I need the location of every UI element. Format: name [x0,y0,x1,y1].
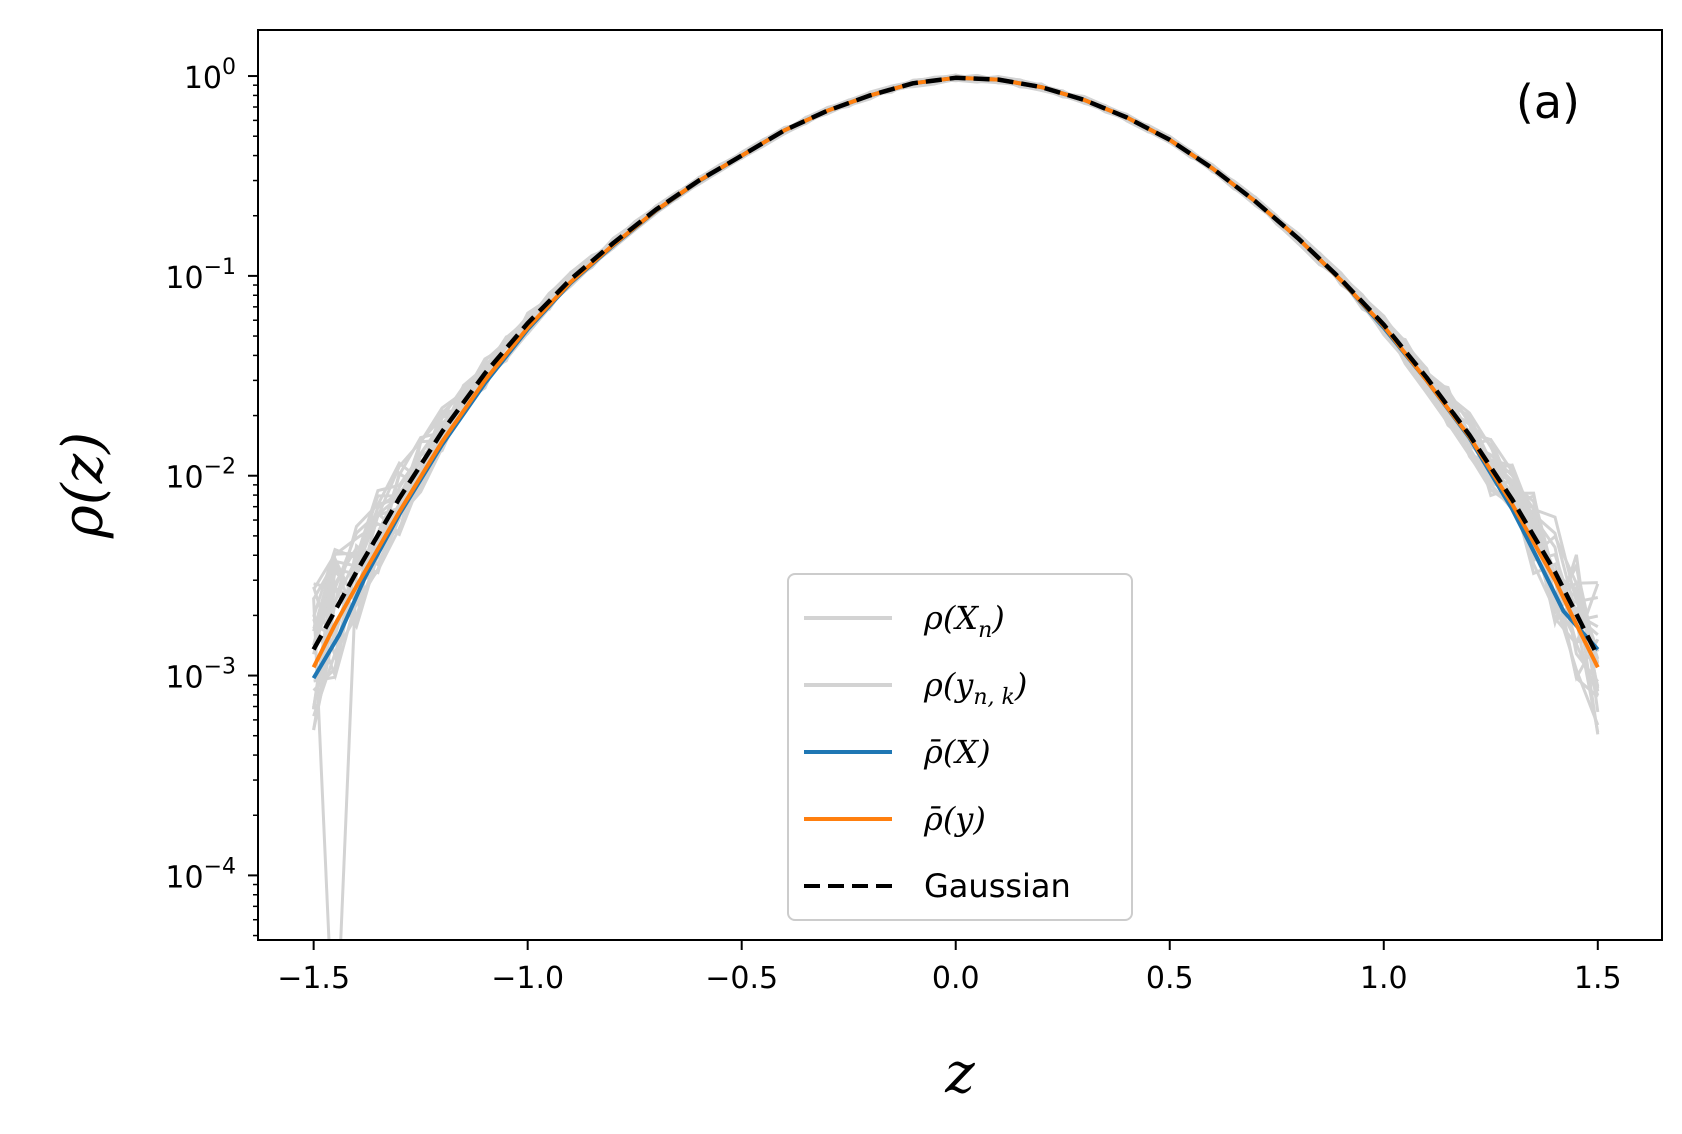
legend-label: ρ̄(X) [923,733,991,771]
legend-label: Gaussian [924,867,1071,905]
y-axis-label: ρ(z) [51,432,116,539]
y-axis: 100 10−1 10−2 10−3 10−4 [165,55,258,937]
x-tick-label: 1.5 [1574,961,1622,996]
y-tick-label: 10−3 [165,655,236,696]
series-layer [311,75,1600,680]
x-tick-label: 1.0 [1360,961,1408,996]
y-tick-label: 10−2 [165,455,236,496]
x-axis-label: z [944,1041,975,1106]
legend-label: ρ̄(y) [923,800,986,838]
y-tick-label: 10−4 [165,854,236,895]
x-axis: −1.5 −1.0 −0.5 0.0 0.5 1.0 1.5 [277,940,1622,996]
x-tick-label: −1.0 [491,961,564,996]
series-line-000000 [311,75,1600,658]
legend-box [787,573,1133,921]
sample-curve [312,76,1599,636]
legend-label: ρ(Xn) [923,599,1005,643]
y-tick-label: 10−1 [165,255,236,296]
y-tick-label: 100 [184,55,236,96]
x-tick-label: 0.0 [932,961,980,996]
legend-label: ρ(yn, k) [923,666,1027,710]
plot-area [311,73,1600,940]
x-tick-label: 0.5 [1146,961,1194,996]
x-tick-label: −1.5 [277,961,350,996]
panel-label: (a) [1516,75,1580,129]
x-tick-label: −0.5 [705,961,778,996]
legend: ρ(Xn) ρ(yn, k) ρ̄(X) ρ̄(y) Gaussian [787,573,1133,921]
